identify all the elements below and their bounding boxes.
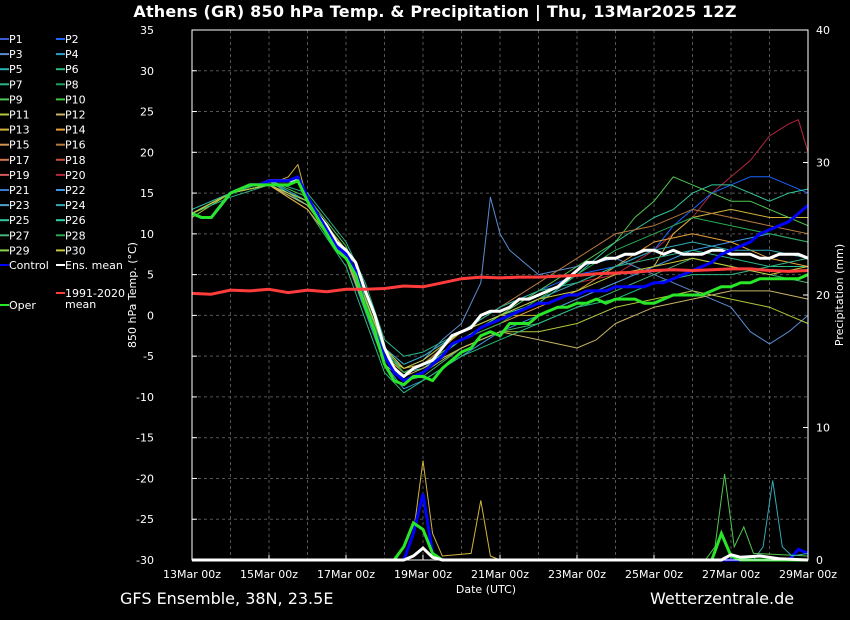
grid [192,30,808,560]
temp-line-control [191,175,809,383]
legend-label: P16 [65,139,86,152]
legend-label: P14 [65,124,86,137]
x-tick-label: 19Mar 00z [394,568,452,581]
y-tick-label: -10 [136,391,154,404]
legend-label: 1991-2020 mean [65,287,125,311]
legend: P1 P2 P3 P4 P5 P6 P7 P8 P9 P10 P11 P12 P13 P14 P15 P16 P… [0,33,125,312]
x-tick-label: 27Mar 00z [702,568,760,581]
y-tick-label: -30 [136,554,154,567]
temp-line-p12 [191,184,809,377]
y-right-tick-label: 40 [816,24,830,37]
precipitation-series [192,460,809,562]
legend-label: P4 [65,48,79,61]
y-tick-label: -25 [136,513,154,526]
x-axis-label: Date (UTC) [456,583,516,596]
legend-label: P23 [9,199,30,212]
y-tick-label: -5 [143,350,154,363]
precip-line-p9 [192,473,809,561]
axis-ticks: 35 30 25 20 15 10 5 0 -5 -10 -15 -20 -25 -30 40 30 20 10 0… [136,24,837,581]
legend-label: P28 [65,229,86,242]
temp-line-oper [191,179,809,387]
model-info: GFS Ensemble, 38N, 23.5E [120,589,334,608]
y-right-tick-label: 10 [816,422,830,435]
legend-label: P8 [65,78,79,91]
chart-title: Athens (GR) 850 hPa Temp. & Precipitatio… [133,2,737,21]
y-right-tick-label: 0 [816,554,823,567]
y-tick-label: 30 [140,65,154,78]
y-tick-label: -15 [136,432,154,445]
legend-label: P30 [65,244,86,257]
legend-label: Oper [9,299,36,312]
legend-label: P1 [9,33,23,46]
y-tick-label: -20 [136,472,154,485]
legend-label: P12 [65,109,86,122]
legend-label: P25 [9,214,30,227]
legend-label: P10 [65,93,86,106]
y-right-tick-label: 20 [816,289,830,302]
site-credit: Wetterzentrale.de [650,589,795,608]
legend-label: P2 [65,33,79,46]
y-tick-label: 35 [140,24,154,37]
y-tick-label: 10 [140,228,154,241]
x-tick-label: 29Mar 00z [779,568,837,581]
temp-line-p22 [191,184,809,390]
legend-label: P11 [9,109,30,122]
y-tick-label: 20 [140,146,154,159]
legend-label: P6 [65,63,79,76]
plot-frame [191,29,809,561]
legend-label: P24 [65,199,86,212]
y-tick-label: 5 [147,269,154,282]
x-tick-label: 13Mar 00z [163,568,221,581]
x-tick-label: 25Mar 00z [625,568,683,581]
legend-label: Ens. mean [65,259,123,272]
x-tick-label: 17Mar 00z [317,568,375,581]
y-axis-right-label: Precipitation (mm) [833,244,846,346]
y-tick-label: 15 [140,187,154,200]
legend-label: P9 [9,93,23,106]
temperature-series [191,119,809,394]
temp-line-1991-2020-mean [191,267,809,296]
temp-line-p30 [191,184,809,369]
legend-label: P13 [9,124,30,137]
legend-label: P17 [9,154,30,167]
y-tick-label: 25 [140,106,154,119]
legend-label: P26 [65,214,86,227]
legend-label: P19 [9,169,30,182]
legend-label: Control [9,259,49,272]
legend-label: P5 [9,63,23,76]
y-right-tick-label: 30 [816,157,830,170]
legend-label: P15 [9,139,30,152]
y-tick-label: 0 [147,309,154,322]
legend-label: P7 [9,78,23,91]
legend-label: P29 [9,244,30,257]
legend-label: P18 [65,154,86,167]
y-axis-label: 850 hPa Temp. (°C) [126,242,139,348]
temp-line-p9 [191,176,809,373]
x-tick-label: 21Mar 00z [471,568,529,581]
x-tick-label: 15Mar 00z [240,568,298,581]
legend-label: P27 [9,229,30,242]
x-tick-label: 23Mar 00z [548,568,606,581]
legend-label: P21 [9,184,30,197]
legend-label: P20 [65,169,86,182]
legend-label: P3 [9,48,23,61]
legend-label: P22 [65,184,86,197]
temp-line-p7 [191,180,809,357]
